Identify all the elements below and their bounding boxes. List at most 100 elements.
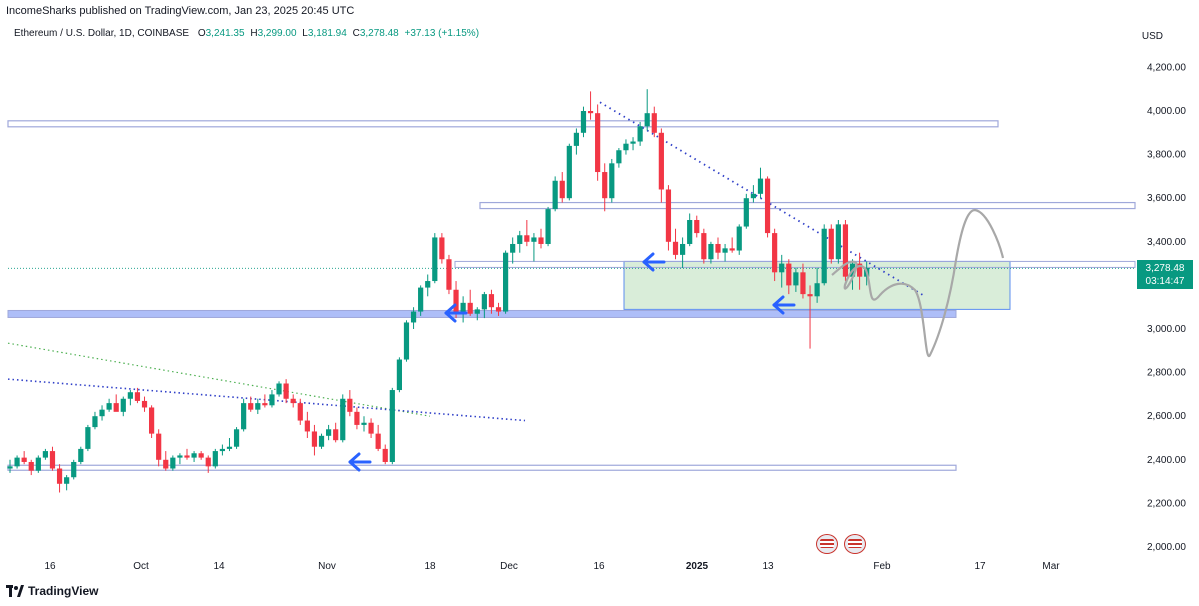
bullish-candle <box>326 429 332 436</box>
bullish-candle <box>269 394 275 406</box>
x-tick-label: Mar <box>1042 561 1060 572</box>
x-tick-label: 16 <box>44 561 56 572</box>
projection-path <box>831 208 1005 358</box>
published-line: IncomeSharks published on TradingView.co… <box>6 5 355 17</box>
bullish-candle <box>474 309 480 314</box>
bullish-candle <box>510 243 516 253</box>
bullish-candle <box>566 145 572 199</box>
x-tick-label: Feb <box>873 561 891 572</box>
x-tick-label: Nov <box>318 561 336 572</box>
bullish-candle <box>609 163 615 199</box>
bearish-candle <box>56 468 63 484</box>
bearish-candle <box>857 263 863 277</box>
arrow-left-icon <box>642 252 666 272</box>
bearish-candle <box>283 383 289 399</box>
economic-events[interactable] <box>816 534 866 554</box>
bullish-candle <box>425 281 431 288</box>
bearish-candle <box>786 263 792 286</box>
high-value: 3,299.00 <box>257 28 297 39</box>
bearish-candle <box>538 237 544 244</box>
y-tick-label: 2,000.00 <box>1147 542 1186 553</box>
bullish-candle <box>233 429 240 447</box>
bullish-candle <box>680 243 686 255</box>
bullish-candle <box>410 311 417 323</box>
us-flag-icon[interactable] <box>816 534 838 554</box>
bearish-candle <box>163 459 169 469</box>
bearish-candle <box>764 178 771 234</box>
arrow-left-icon <box>772 295 796 315</box>
bullish-candle <box>276 383 282 395</box>
bullish-candle <box>623 143 629 151</box>
arrows <box>348 252 796 472</box>
bullish-candle <box>722 248 728 253</box>
change-value: +37.13 (+1.15%) <box>404 28 480 39</box>
resistance-level <box>454 260 1136 268</box>
high-label: H <box>250 28 258 39</box>
y-tick-label: 3,800.00 <box>1147 150 1186 161</box>
bearish-candle <box>658 132 664 190</box>
bullish-candle <box>35 457 41 471</box>
y-tick-label: 4,200.00 <box>1147 62 1186 73</box>
bullish-candle <box>99 409 105 417</box>
bearish-candle <box>382 448 388 462</box>
bullish-candle <box>821 228 827 284</box>
bullish-candle <box>7 466 13 469</box>
price-axis: 4,200.00 4,000.00 3,800.00 3,600.00 3,400.00… <box>1147 62 1186 553</box>
bearish-candle <box>304 420 310 432</box>
bullish-candle <box>64 477 70 484</box>
bullish-candle <box>241 403 247 430</box>
x-tick-label: 18 <box>424 561 436 572</box>
symbol-name[interactable]: Ethereum / U.S. Dollar, 1D, COINBASE <box>14 28 190 39</box>
bearish-candle <box>149 407 155 434</box>
bearish-candle <box>602 172 608 199</box>
x-tick-label: Oct <box>133 561 149 572</box>
bearish-candle <box>800 272 806 295</box>
y-tick-label: 4,000.00 <box>1147 106 1186 117</box>
bar-countdown: 03:14:47 <box>1145 276 1185 287</box>
arrow-head <box>772 295 785 315</box>
bullish-candle <box>418 287 424 312</box>
open-value: 3,241.35 <box>205 28 245 39</box>
bullish-candle <box>92 416 98 428</box>
bearish-candle <box>446 259 452 290</box>
bullish-candle <box>106 403 112 410</box>
support-level <box>7 309 957 318</box>
us-flag-icon[interactable] <box>844 534 866 554</box>
bullish-candle <box>814 283 820 297</box>
symbol-legend: Ethereum / U.S. Dollar, 1D, COINBASE O3,… <box>14 28 482 39</box>
bearish-candle <box>488 294 495 308</box>
bullish-candle <box>481 294 487 310</box>
y-tick-label: 3,600.00 <box>1147 193 1186 204</box>
support-level <box>7 464 957 471</box>
bullish-candle <box>736 226 742 251</box>
bearish-candle <box>524 235 530 242</box>
bullish-candle <box>340 398 346 441</box>
bearish-candle <box>651 113 657 133</box>
bearish-candle <box>297 403 303 421</box>
bearish-candle <box>184 455 190 458</box>
bullish-candle <box>127 392 133 399</box>
bullish-candle <box>85 427 91 449</box>
bullish-candle <box>120 398 126 412</box>
bullish-candle <box>432 237 438 282</box>
bearish-candle <box>595 113 601 173</box>
bearish-candle <box>559 180 565 199</box>
bearish-candle <box>701 233 707 260</box>
open-label: O <box>197 28 206 39</box>
bullish-candle <box>687 220 693 244</box>
bearish-candle <box>672 241 679 255</box>
y-tick-label: 2,600.00 <box>1147 411 1186 422</box>
bearish-candle <box>807 294 813 297</box>
bullish-candle <box>226 446 233 449</box>
bearish-candle <box>141 400 148 408</box>
bearish-candle <box>587 111 594 114</box>
bearish-candle <box>665 189 672 242</box>
bearish-candle <box>49 451 56 469</box>
trendlines <box>7 101 926 422</box>
bullish-candle <box>460 302 466 312</box>
close-label: C <box>352 28 360 39</box>
tradingview-brand[interactable]: TradingView <box>6 584 98 598</box>
projection-drawing <box>831 208 1005 358</box>
currency-label[interactable]: USD <box>1141 31 1163 42</box>
